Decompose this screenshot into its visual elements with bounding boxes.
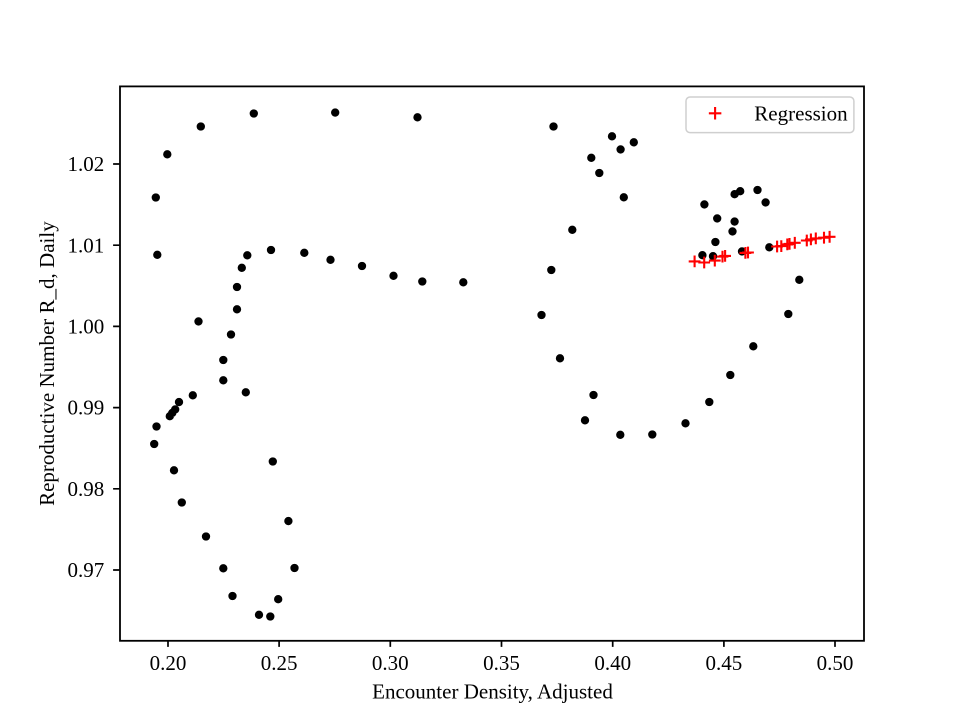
- svg-text:1.00: 1.00: [67, 315, 104, 339]
- svg-text:1.02: 1.02: [67, 152, 104, 176]
- svg-text:0.99: 0.99: [67, 396, 104, 420]
- svg-text:0.20: 0.20: [150, 651, 187, 675]
- svg-text:Encounter Density, Adjusted: Encounter Density, Adjusted: [372, 680, 613, 704]
- svg-text:0.30: 0.30: [372, 651, 409, 675]
- svg-text:0.25: 0.25: [261, 651, 298, 675]
- svg-text:1.01: 1.01: [67, 233, 104, 257]
- svg-text:0.97: 0.97: [67, 558, 104, 582]
- svg-text:0.40: 0.40: [594, 651, 631, 675]
- svg-text:0.50: 0.50: [817, 651, 854, 675]
- svg-text:0.45: 0.45: [706, 651, 743, 675]
- svg-text:Reproductive Number R_d, Daily: Reproductive Number R_d, Daily: [35, 221, 59, 506]
- svg-text:Regression: Regression: [754, 101, 848, 125]
- svg-text:0.35: 0.35: [483, 651, 520, 675]
- svg-text:0.98: 0.98: [67, 477, 104, 501]
